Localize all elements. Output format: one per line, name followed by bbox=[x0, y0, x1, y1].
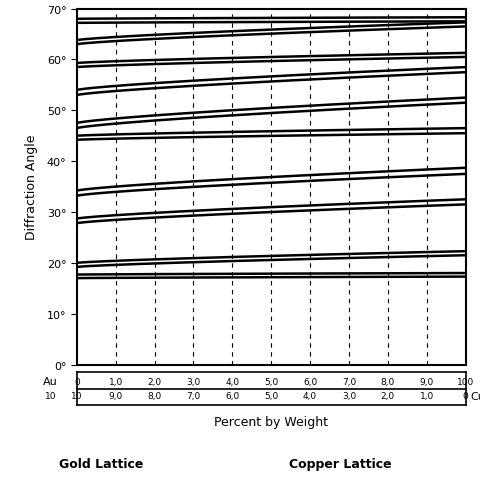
Text: Cu: Cu bbox=[470, 391, 480, 401]
Text: 0: 0 bbox=[74, 377, 80, 386]
Text: 1,0: 1,0 bbox=[108, 377, 123, 386]
Text: 9,0: 9,0 bbox=[420, 377, 434, 386]
Text: 4,0: 4,0 bbox=[225, 377, 240, 386]
Text: 3,0: 3,0 bbox=[342, 392, 356, 400]
Text: 3,0: 3,0 bbox=[186, 377, 201, 386]
Text: 2,0: 2,0 bbox=[381, 392, 395, 400]
Text: 6,0: 6,0 bbox=[303, 377, 317, 386]
Text: 8,0: 8,0 bbox=[381, 377, 395, 386]
Text: 4,0: 4,0 bbox=[303, 392, 317, 400]
Text: Au: Au bbox=[43, 377, 58, 386]
Text: 10: 10 bbox=[45, 392, 56, 400]
Text: Percent by Weight: Percent by Weight bbox=[214, 415, 328, 428]
Text: 7,0: 7,0 bbox=[342, 377, 356, 386]
Text: 0: 0 bbox=[463, 392, 468, 400]
Text: 5,0: 5,0 bbox=[264, 377, 278, 386]
Text: 6,0: 6,0 bbox=[225, 392, 240, 400]
Text: 100: 100 bbox=[457, 377, 474, 386]
Y-axis label: Diffraction Angle: Diffraction Angle bbox=[25, 134, 38, 240]
Text: 2,0: 2,0 bbox=[147, 377, 162, 386]
Text: Gold Lattice: Gold Lattice bbox=[59, 457, 143, 470]
Text: Copper Lattice: Copper Lattice bbox=[289, 457, 392, 470]
Text: 7,0: 7,0 bbox=[186, 392, 201, 400]
Text: 10: 10 bbox=[71, 392, 83, 400]
Text: 1,0: 1,0 bbox=[420, 392, 434, 400]
Text: 9,0: 9,0 bbox=[108, 392, 123, 400]
Text: 8,0: 8,0 bbox=[147, 392, 162, 400]
Text: 5,0: 5,0 bbox=[264, 392, 278, 400]
